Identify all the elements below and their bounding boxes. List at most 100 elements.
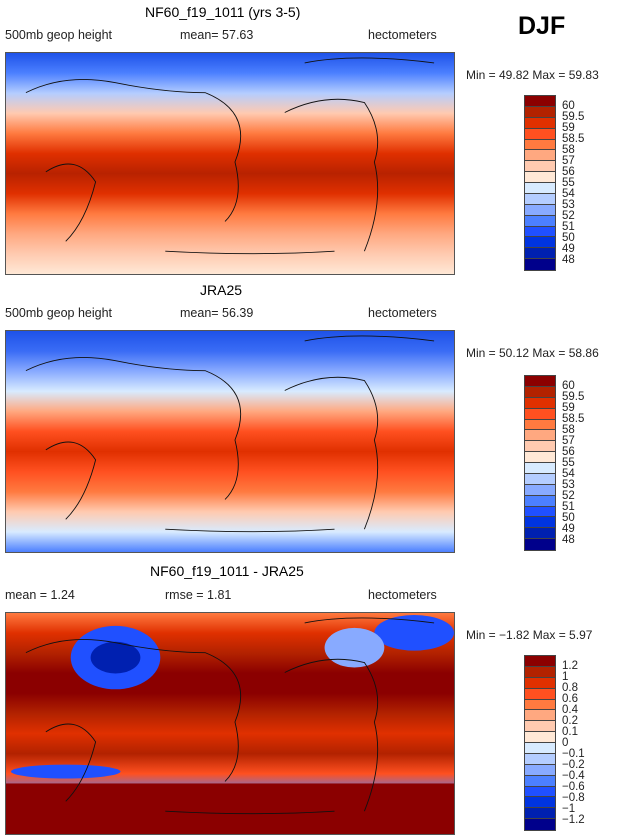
colorbar-swatch xyxy=(525,506,555,518)
colorbar-swatch xyxy=(525,797,555,809)
colorbar-swatch xyxy=(525,688,555,700)
colorbar-swatch xyxy=(525,528,555,540)
panel-units: hectometers xyxy=(368,306,437,320)
colorbar-tick-label: 60 xyxy=(562,100,575,112)
colorbar-tick-label: −0.6 xyxy=(562,781,585,793)
panel-title: JRA25 xyxy=(200,282,243,298)
panel-left-label: mean = 1.24 xyxy=(5,588,75,602)
colorbar-tick-label: 49 xyxy=(562,243,575,255)
colorbar-tick-label: 48 xyxy=(562,534,575,546)
panel-left-label: 500mb geop height xyxy=(5,28,113,42)
colorbar-tick-label: 51 xyxy=(562,221,575,233)
colorbar-swatch xyxy=(525,473,555,485)
colorbar-tick-label: 59.5 xyxy=(562,391,585,403)
min-max-label: Min = 49.82 Max = 59.83 xyxy=(466,68,599,82)
colorbar-tick-label: 48 xyxy=(562,254,575,266)
colorbar-tick-label: 52 xyxy=(562,210,575,222)
colorbar-swatch xyxy=(525,786,555,798)
map-panel xyxy=(5,612,455,835)
colorbar-swatch xyxy=(525,226,555,238)
colorbar-tick-label: 58 xyxy=(562,144,575,156)
colorbar-swatch xyxy=(525,248,555,260)
colorbar-swatch xyxy=(525,441,555,453)
colorbar-tick-label: 0.6 xyxy=(562,693,578,705)
panel-mid-label: mean= 56.39 xyxy=(180,306,254,320)
map-panel xyxy=(5,52,455,275)
colorbar-tick-label: −0.2 xyxy=(562,759,585,771)
colorbar-swatch xyxy=(525,128,555,140)
colorbar-tick-label: 55 xyxy=(562,457,575,469)
colorbar-tick-label: 0 xyxy=(562,737,569,749)
colorbar-swatch xyxy=(525,710,555,722)
colorbar-swatch xyxy=(525,408,555,420)
colorbar-swatch xyxy=(525,677,555,689)
colorbar-swatch xyxy=(525,430,555,442)
map-panel xyxy=(5,330,455,553)
colorbar-tick-label: 0.8 xyxy=(562,682,578,694)
contour-map xyxy=(6,53,454,274)
colorbar-tick-label: 59 xyxy=(562,402,575,414)
colorbar-tick-label: 59.5 xyxy=(562,111,585,123)
colorbar-tick-label: 54 xyxy=(562,468,575,480)
colorbar-tick-label: −1.2 xyxy=(562,814,585,826)
colorbar-swatch xyxy=(525,819,555,830)
colorbar-swatch xyxy=(525,808,555,820)
colorbar-swatch xyxy=(525,204,555,216)
colorbar-swatch xyxy=(525,732,555,743)
colorbar-swatch xyxy=(525,183,555,194)
colorbar-swatch xyxy=(525,96,555,107)
colorbar-swatch xyxy=(525,215,555,227)
panel-title: NF60_f19_1011 - JRA25 xyxy=(150,563,304,579)
colorbar-tick-label: 56 xyxy=(562,166,575,178)
colorbar-swatch xyxy=(525,376,555,387)
colorbar-tick-label: 58.5 xyxy=(562,413,585,425)
colorbar xyxy=(524,655,556,831)
colorbar-tick-label: 56 xyxy=(562,446,575,458)
colorbar-tick-label: 53 xyxy=(562,199,575,211)
colorbar-swatch xyxy=(525,463,555,474)
colorbar xyxy=(524,375,556,551)
min-max-label: Min = 50.12 Max = 58.86 xyxy=(466,346,599,360)
colorbar-swatch xyxy=(525,764,555,776)
colorbar-swatch xyxy=(525,775,555,787)
colorbar-swatch xyxy=(525,150,555,162)
colorbar-swatch xyxy=(525,161,555,173)
colorbar-tick-label: 60 xyxy=(562,380,575,392)
colorbar-swatch xyxy=(525,172,555,183)
colorbar-swatch xyxy=(525,517,555,529)
colorbar-tick-label: −0.4 xyxy=(562,770,585,782)
colorbar-swatch xyxy=(525,117,555,129)
coastline xyxy=(25,57,435,255)
colorbar-tick-label: 54 xyxy=(562,188,575,200)
colorbar-swatch xyxy=(525,666,555,678)
colorbar-tick-label: 50 xyxy=(562,512,575,524)
colorbar-tick-label: 52 xyxy=(562,490,575,502)
colorbar-tick-label: −0.8 xyxy=(562,792,585,804)
panel-title: NF60_f19_1011 (yrs 3-5) xyxy=(145,4,301,20)
panel-left-label: 500mb geop height xyxy=(5,306,113,320)
colorbar-swatch xyxy=(525,753,555,765)
colorbar-swatch xyxy=(525,495,555,507)
coastline xyxy=(25,617,435,815)
colorbar-swatch xyxy=(525,259,555,270)
colorbar-swatch xyxy=(525,237,555,249)
panel-units: hectometers xyxy=(368,28,437,42)
colorbar-tick-label: −0.1 xyxy=(562,748,585,760)
colorbar-swatch xyxy=(525,743,555,754)
coastline xyxy=(25,335,435,533)
colorbar-swatch xyxy=(525,721,555,733)
colorbar-tick-label: 55 xyxy=(562,177,575,189)
colorbar-tick-label: 51 xyxy=(562,501,575,513)
colorbar-swatch xyxy=(525,419,555,431)
colorbar-tick-label: 53 xyxy=(562,479,575,491)
colorbar-tick-label: 57 xyxy=(562,155,575,167)
colorbar-swatch xyxy=(525,452,555,463)
colorbar-tick-label: 0.4 xyxy=(562,704,578,716)
colorbar-swatch xyxy=(525,397,555,409)
colorbar-swatch xyxy=(525,699,555,711)
colorbar-swatch xyxy=(525,539,555,550)
colorbar-tick-label: 50 xyxy=(562,232,575,244)
anomaly-low-south xyxy=(10,764,121,779)
colorbar-swatch xyxy=(525,106,555,118)
colorbar-tick-label: 0.1 xyxy=(562,726,578,738)
